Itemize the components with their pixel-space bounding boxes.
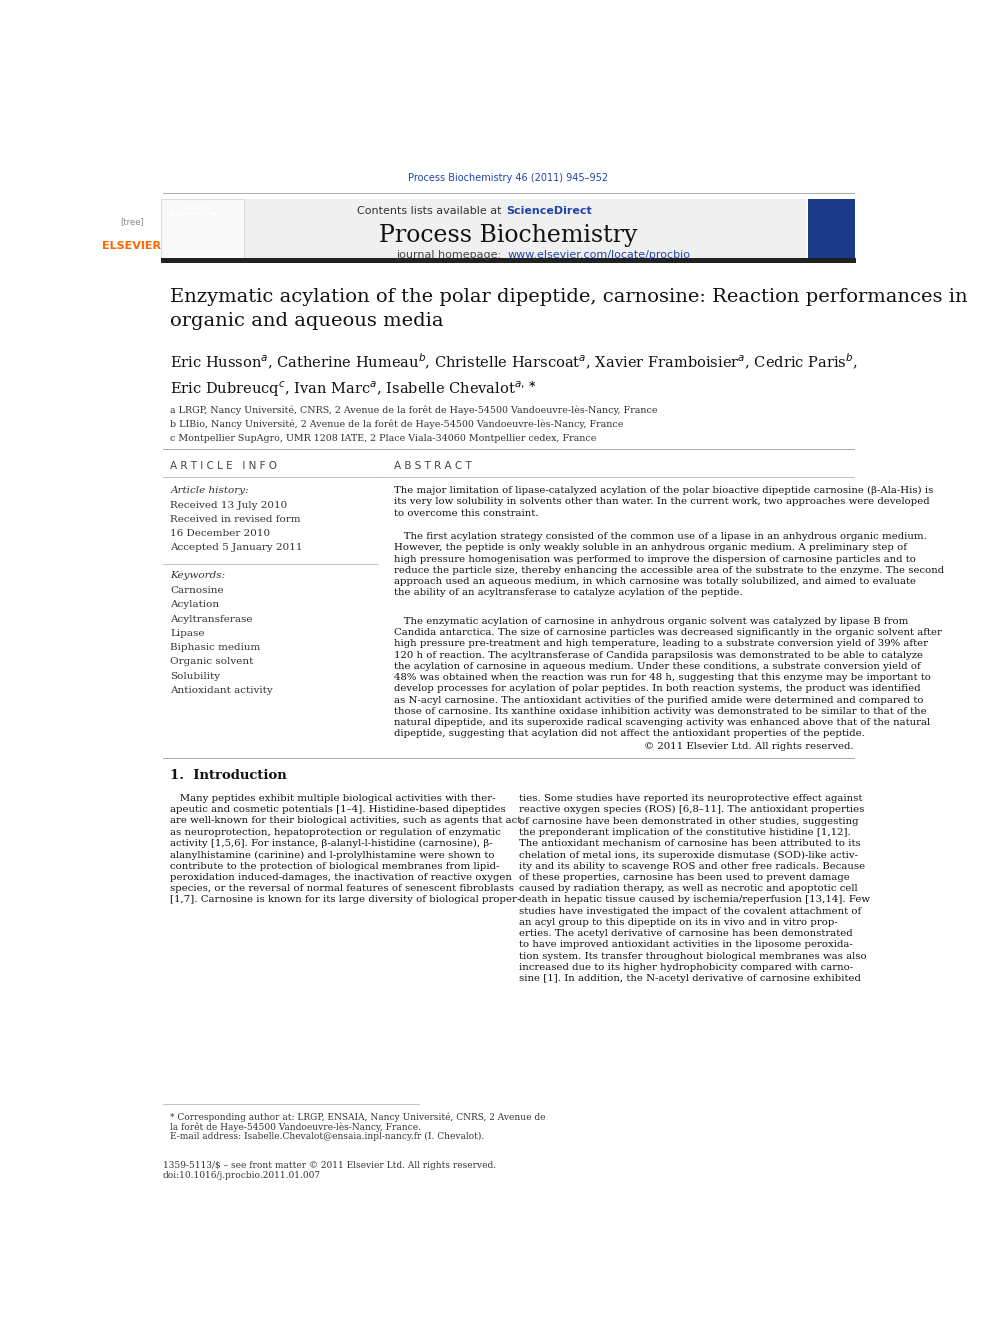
Text: Lipase: Lipase [171, 628, 205, 638]
Text: ScienceDirect: ScienceDirect [506, 206, 592, 216]
Text: b LIBio, Nancy Université, 2 Avenue de la forêt de Haye-54500 Vandoeuvre-lès-Nan: b LIBio, Nancy Université, 2 Avenue de l… [171, 419, 624, 429]
Text: Carnosine: Carnosine [171, 586, 224, 595]
Text: www.elsevier.com/locate/procbio: www.elsevier.com/locate/procbio [508, 250, 690, 259]
Text: Acylation: Acylation [171, 601, 219, 610]
Text: ties. Some studies have reported its neuroprotective effect against
reactive oxy: ties. Some studies have reported its neu… [519, 794, 870, 983]
Text: Enzymatic acylation of the polar dipeptide, carnosine: Reaction performances in
: Enzymatic acylation of the polar dipepti… [171, 288, 968, 331]
Text: Many peptides exhibit multiple biological activities with ther-
apeutic and cosm: Many peptides exhibit multiple biologica… [171, 794, 522, 905]
Text: la forêt de Haye-54500 Vandoeuvre-lès-Nancy, France.: la forêt de Haye-54500 Vandoeuvre-lès-Na… [171, 1122, 422, 1131]
Text: * Corresponding author at: LRGP, ENSAIA, Nancy Université, CNRS, 2 Avenue de: * Corresponding author at: LRGP, ENSAIA,… [171, 1113, 546, 1122]
Text: PROCESS
BIOCHEMISTRY: PROCESS BIOCHEMISTRY [169, 206, 222, 217]
Text: Article history:: Article history: [171, 486, 249, 495]
Text: Solubility: Solubility [171, 672, 220, 680]
Text: a LRGP, Nancy Université, CNRS, 2 Avenue de la forêt de Haye-54500 Vandoeuvre-lè: a LRGP, Nancy Université, CNRS, 2 Avenue… [171, 406, 658, 415]
Text: © 2011 Elsevier Ltd. All rights reserved.: © 2011 Elsevier Ltd. All rights reserved… [358, 742, 854, 751]
Text: [tree]: [tree] [120, 217, 144, 226]
Text: Accepted 5 January 2011: Accepted 5 January 2011 [171, 542, 303, 552]
Text: Eric Dubreucq$^{c}$, Ivan Marc$^{a}$, Isabelle Chevalot$^{a,\ast}$: Eric Dubreucq$^{c}$, Ivan Marc$^{a}$, Is… [171, 378, 538, 398]
Text: 16 December 2010: 16 December 2010 [171, 529, 271, 538]
Text: ELSEVIER: ELSEVIER [102, 241, 162, 251]
Text: A B S T R A C T: A B S T R A C T [394, 462, 471, 471]
FancyBboxPatch shape [161, 198, 244, 259]
Text: Acyltransferase: Acyltransferase [171, 615, 253, 623]
Text: Organic solvent: Organic solvent [171, 658, 254, 667]
Text: E-mail address: Isabelle.Chevalot@ensaia.inpl-nancy.fr (I. Chevalot).: E-mail address: Isabelle.Chevalot@ensaia… [171, 1132, 485, 1142]
Text: A R T I C L E   I N F O: A R T I C L E I N F O [171, 462, 278, 471]
Text: Keywords:: Keywords: [171, 572, 225, 581]
Text: Eric Husson$^{a}$, Catherine Humeau$^{b}$, Christelle Harscoat$^{a}$, Xavier Fra: Eric Husson$^{a}$, Catherine Humeau$^{b}… [171, 352, 858, 372]
Text: 1.  Introduction: 1. Introduction [171, 770, 288, 782]
Text: Received 13 July 2010: Received 13 July 2010 [171, 501, 288, 511]
Text: Process Biochemistry 46 (2011) 945–952: Process Biochemistry 46 (2011) 945–952 [409, 172, 608, 183]
FancyBboxPatch shape [244, 198, 806, 259]
Text: 1359-5113/$ – see front matter © 2011 Elsevier Ltd. All rights reserved.: 1359-5113/$ – see front matter © 2011 El… [163, 1160, 496, 1170]
FancyBboxPatch shape [161, 258, 856, 263]
Text: The enzymatic acylation of carnosine in anhydrous organic solvent was catalyzed : The enzymatic acylation of carnosine in … [394, 617, 941, 738]
Text: Process Biochemistry: Process Biochemistry [379, 224, 638, 247]
Text: Contents lists available at: Contents lists available at [356, 206, 505, 216]
Text: Received in revised form: Received in revised form [171, 515, 301, 524]
Text: c Montpellier SupAgro, UMR 1208 IATE, 2 Place Viala-34060 Montpellier cedex, Fra: c Montpellier SupAgro, UMR 1208 IATE, 2 … [171, 434, 597, 443]
Text: The first acylation strategy consisted of the common use of a lipase in an anhyd: The first acylation strategy consisted o… [394, 532, 943, 598]
Text: Antioxidant activity: Antioxidant activity [171, 685, 273, 695]
Text: The major limitation of lipase-catalyzed acylation of the polar bioactive dipept: The major limitation of lipase-catalyzed… [394, 486, 933, 517]
FancyBboxPatch shape [808, 198, 855, 259]
Text: journal homepage:: journal homepage: [397, 250, 505, 259]
Text: doi:10.1016/j.procbio.2011.01.007: doi:10.1016/j.procbio.2011.01.007 [163, 1171, 320, 1180]
Text: Biphasic medium: Biphasic medium [171, 643, 261, 652]
